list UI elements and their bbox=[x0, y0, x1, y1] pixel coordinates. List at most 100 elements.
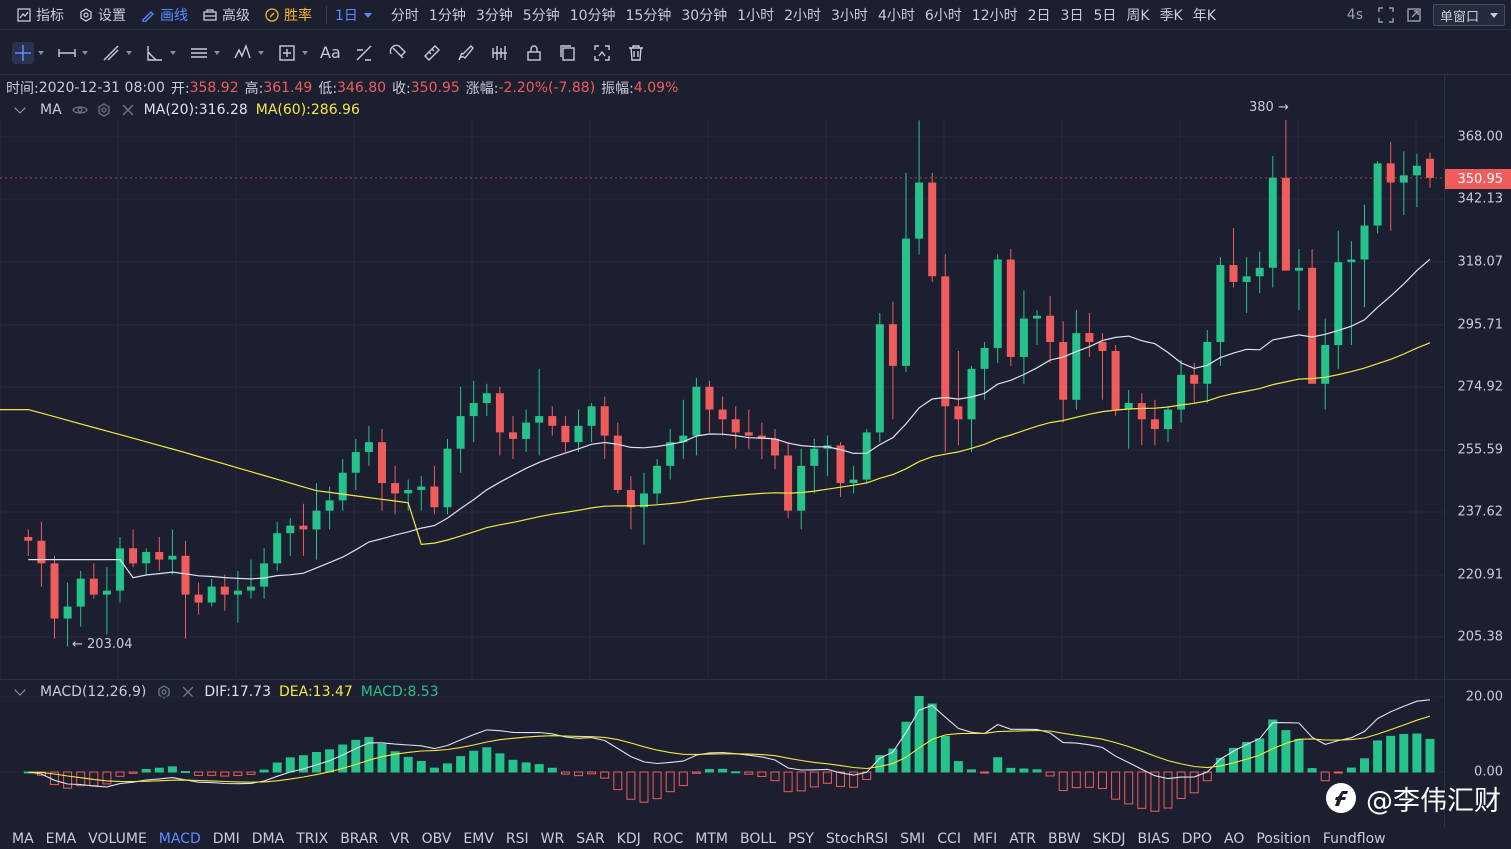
macd-histogram-bar bbox=[1386, 735, 1396, 773]
indicator-tab[interactable]: SMI bbox=[900, 831, 926, 847]
candlestick-chart[interactable] bbox=[0, 120, 1444, 678]
toolbar-win-rate-button[interactable]: 胜率 bbox=[264, 5, 312, 25]
interval-option[interactable]: 12小时 bbox=[971, 7, 1018, 24]
interval-option[interactable]: 10分钟 bbox=[569, 7, 616, 24]
macd-axis[interactable]: 20.00 0.00 bbox=[1444, 680, 1511, 828]
chevron-down-icon bbox=[302, 50, 308, 55]
popout-icon[interactable] bbox=[1405, 6, 1423, 24]
indicator-tab[interactable]: PSY bbox=[788, 831, 814, 847]
indicator-tab[interactable]: BOLL bbox=[740, 831, 776, 847]
indicator-tab[interactable]: KDJ bbox=[616, 831, 641, 847]
indicator-tab[interactable]: DMA bbox=[251, 831, 285, 847]
drawing-tool-brush[interactable] bbox=[455, 42, 477, 64]
collapse-chevron-icon[interactable] bbox=[14, 102, 26, 114]
indicator-tab[interactable]: SKDJ bbox=[1092, 831, 1126, 847]
interval-option[interactable]: 4小时 bbox=[877, 7, 915, 24]
indicator-tab[interactable]: BBW bbox=[1048, 831, 1081, 847]
indicator-tab[interactable]: Position bbox=[1256, 831, 1311, 847]
candle-body bbox=[509, 432, 517, 439]
interval-option[interactable]: 6小时 bbox=[924, 7, 962, 24]
window-mode-select[interactable]: 单窗口 bbox=[1433, 4, 1505, 26]
candle-body bbox=[220, 586, 229, 595]
toolbar-advanced-button[interactable]: 高级 bbox=[202, 5, 250, 25]
interval-option[interactable]: 3日 bbox=[1060, 7, 1084, 24]
interval-option[interactable]: 5日 bbox=[1093, 7, 1117, 24]
indicator-tab[interactable]: RSI bbox=[505, 831, 529, 847]
indicator-tab[interactable]: DMI bbox=[212, 831, 240, 847]
drawing-tool-lock[interactable] bbox=[523, 42, 545, 64]
drawing-tool-crosshair[interactable] bbox=[12, 41, 44, 64]
macd-histogram-bar bbox=[181, 771, 190, 774]
settings-gear-icon[interactable] bbox=[96, 102, 112, 118]
interval-option[interactable]: 1日 bbox=[335, 5, 379, 25]
indicator-tab[interactable]: BIAS bbox=[1137, 831, 1170, 847]
macd-dif-value: DIF:17.73 bbox=[204, 684, 271, 700]
interval-option[interactable]: 2日 bbox=[1027, 7, 1051, 24]
indicator-tab[interactable]: VR bbox=[390, 831, 410, 847]
interval-option[interactable]: 3分钟 bbox=[475, 7, 513, 24]
interval-option[interactable]: 3小时 bbox=[831, 7, 868, 24]
indicator-tab[interactable]: EMA bbox=[45, 831, 77, 847]
price-axis[interactable]: 368.00 342.13 318.07 295.71 274.92 255.59 237.… bbox=[1444, 75, 1511, 679]
eye-icon[interactable] bbox=[71, 102, 88, 118]
drawing-tool-angle[interactable] bbox=[144, 42, 176, 64]
macd-chart[interactable] bbox=[0, 680, 1444, 828]
indicator-tab[interactable]: ATR bbox=[1009, 831, 1036, 847]
interval-option[interactable]: 季K bbox=[1159, 7, 1183, 24]
candle-body bbox=[1229, 265, 1238, 282]
indicator-tab[interactable]: CCI bbox=[937, 831, 961, 847]
drawing-tool-pattern[interactable] bbox=[489, 42, 511, 64]
price-tick-label: 220.91 bbox=[1457, 567, 1504, 583]
indicator-tab[interactable]: SAR bbox=[576, 831, 605, 847]
indicator-tab[interactable]: MA bbox=[12, 831, 34, 847]
drawing-tool-ruler[interactable] bbox=[421, 42, 443, 64]
watermark-logo-icon bbox=[1326, 783, 1356, 813]
drawing-tool-copy[interactable] bbox=[557, 42, 579, 64]
settings-gear-icon[interactable] bbox=[156, 684, 172, 700]
indicator-tab[interactable]: EMV bbox=[463, 831, 494, 847]
interval-option[interactable]: 1分钟 bbox=[428, 7, 466, 24]
indicator-tab[interactable]: DPO bbox=[1181, 831, 1212, 847]
interval-option[interactable]: 年K bbox=[1192, 7, 1216, 24]
drawing-tool-trend-line[interactable] bbox=[100, 42, 132, 64]
close-icon[interactable] bbox=[180, 684, 196, 700]
indicator-tab[interactable]: BRAR bbox=[340, 831, 379, 847]
indicator-tab[interactable]: MFI bbox=[972, 831, 998, 847]
refresh-interval[interactable]: 4s bbox=[1346, 7, 1363, 23]
indicator-tab[interactable]: WR bbox=[540, 831, 565, 847]
drawing-tool-magnet[interactable] bbox=[387, 42, 409, 64]
fullscreen-icon[interactable] bbox=[1377, 6, 1395, 24]
macd-histogram-bar bbox=[731, 771, 741, 774]
indicator-tab[interactable]: AO bbox=[1224, 831, 1245, 847]
drawing-tool-wave[interactable] bbox=[232, 42, 264, 64]
drawing-tool-horizontal-line[interactable] bbox=[56, 42, 88, 64]
interval-option[interactable]: 分时 bbox=[390, 7, 419, 24]
indicator-tab[interactable]: StochRSI bbox=[825, 831, 889, 847]
pane-divider[interactable] bbox=[0, 679, 1511, 680]
drawing-tool-screenshot[interactable] bbox=[591, 42, 613, 64]
drawing-tool-fibonacci[interactable] bbox=[353, 42, 375, 64]
indicator-tab[interactable]: MACD bbox=[158, 831, 201, 847]
indicator-tab[interactable]: MTM bbox=[695, 831, 729, 847]
interval-option[interactable]: 30分钟 bbox=[681, 7, 728, 24]
drawing-tool-rectangle[interactable] bbox=[276, 42, 308, 64]
drawing-tool-parallel-channel[interactable] bbox=[188, 42, 220, 64]
indicator-tab[interactable]: VOLUME bbox=[88, 831, 147, 847]
indicator-tab[interactable]: TRIX bbox=[296, 831, 329, 847]
interval-option[interactable]: 15分钟 bbox=[625, 7, 672, 24]
close-icon[interactable] bbox=[120, 102, 136, 118]
candle-body bbox=[168, 555, 177, 560]
interval-option[interactable]: 5分钟 bbox=[522, 7, 560, 24]
interval-option[interactable]: 周K bbox=[1126, 7, 1150, 24]
indicator-tab[interactable]: OBV bbox=[421, 831, 452, 847]
indicator-tab[interactable]: ROC bbox=[652, 831, 684, 847]
interval-option[interactable]: 2小时 bbox=[784, 7, 822, 24]
macd-histogram-bar bbox=[272, 762, 282, 773]
indicator-tab[interactable]: Fundflow bbox=[1322, 831, 1386, 847]
interval-option[interactable]: 1小时 bbox=[737, 7, 775, 24]
toolbar-settings-button[interactable]: 设置 bbox=[78, 5, 126, 25]
toolbar-draw-line-button[interactable]: 画线 bbox=[140, 5, 188, 25]
toolbar-indicator-button[interactable]: 指标 bbox=[16, 5, 64, 25]
drawing-tool-trash[interactable] bbox=[625, 42, 647, 64]
drawing-tool-text[interactable]: Aa bbox=[320, 43, 341, 62]
